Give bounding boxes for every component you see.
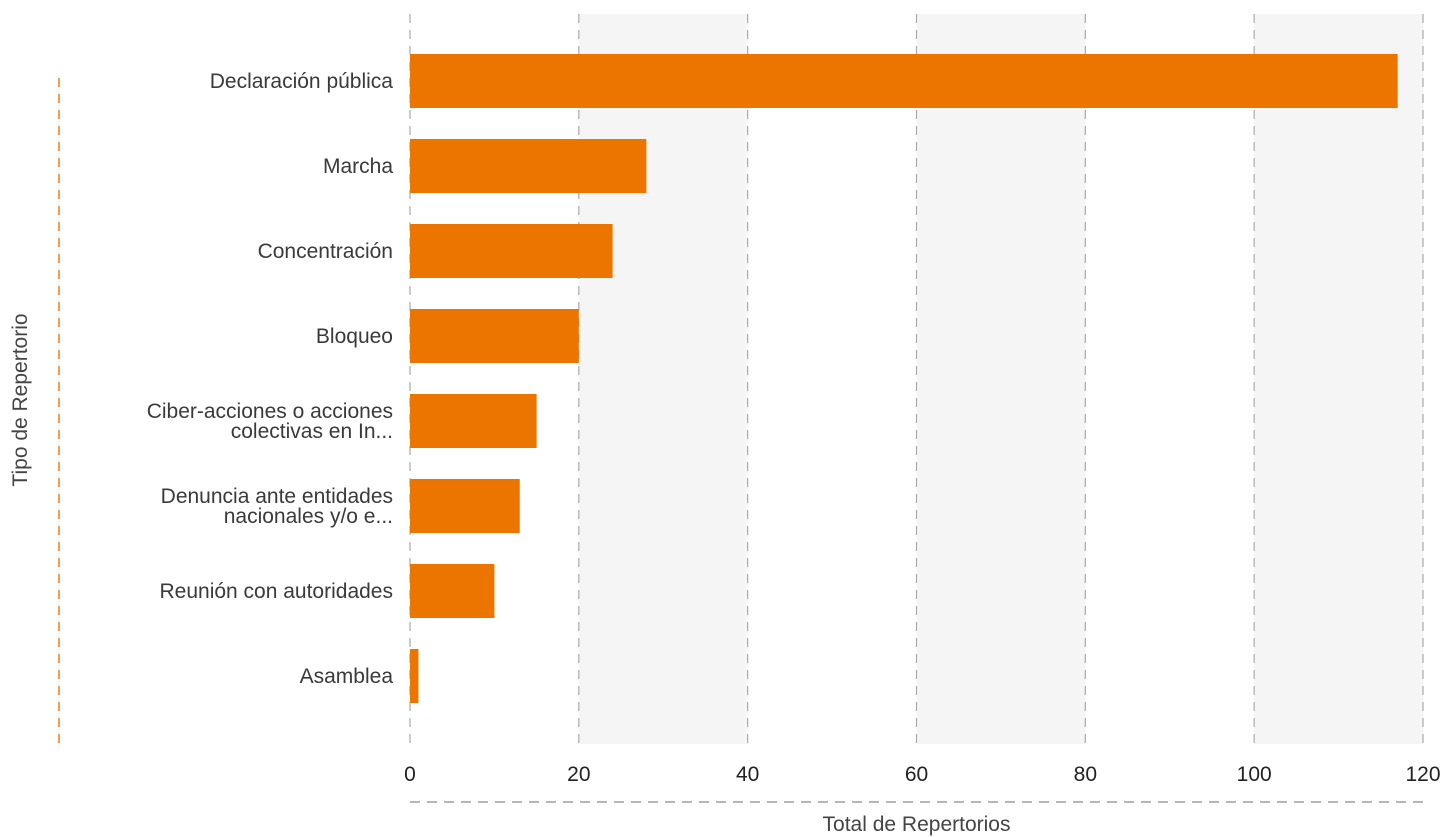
category-label: Bloqueo bbox=[316, 325, 393, 348]
background-bands bbox=[578, 14, 1423, 744]
x-tick-label: 100 bbox=[1237, 763, 1272, 786]
category-label: Denuncia ante entidades nacionales y/o e.… bbox=[161, 485, 393, 528]
x-tick-label: 120 bbox=[1405, 763, 1440, 786]
category-label: Declaración pública bbox=[210, 70, 394, 93]
x-axis-title: Total de Repertorios bbox=[823, 813, 1011, 836]
bar bbox=[410, 309, 579, 363]
y-axis-title: Tipo de Repertorio bbox=[9, 313, 32, 486]
category-label: Asamblea bbox=[300, 665, 394, 688]
x-tick-label: 20 bbox=[567, 763, 590, 786]
bar bbox=[410, 649, 419, 703]
x-tick-label: 0 bbox=[404, 763, 416, 786]
bar bbox=[410, 54, 1398, 108]
category-label: Reunión con autoridades bbox=[159, 580, 393, 603]
background-band bbox=[916, 14, 1086, 744]
bar bbox=[410, 394, 537, 448]
x-tick-labels: 0 20 40 60 80 100 120 bbox=[404, 763, 1440, 786]
gridlines bbox=[409, 14, 1424, 744]
x-tick-label: 80 bbox=[1074, 763, 1097, 786]
bar bbox=[410, 479, 520, 533]
category-label: Marcha bbox=[323, 155, 393, 178]
category-label: Ciber-acciones o acciones colectivas en I… bbox=[147, 400, 393, 443]
background-band bbox=[1254, 14, 1423, 744]
background-band bbox=[578, 14, 748, 744]
category-label: Concentración bbox=[258, 240, 393, 263]
bar bbox=[410, 564, 495, 618]
x-tick-label: 60 bbox=[905, 763, 928, 786]
bar bbox=[410, 224, 613, 278]
x-tick-label: 40 bbox=[736, 763, 759, 786]
bars bbox=[410, 54, 1398, 703]
category-labels: Declaración pública Marcha Concentración Bl… bbox=[147, 70, 394, 688]
bar bbox=[410, 139, 647, 193]
